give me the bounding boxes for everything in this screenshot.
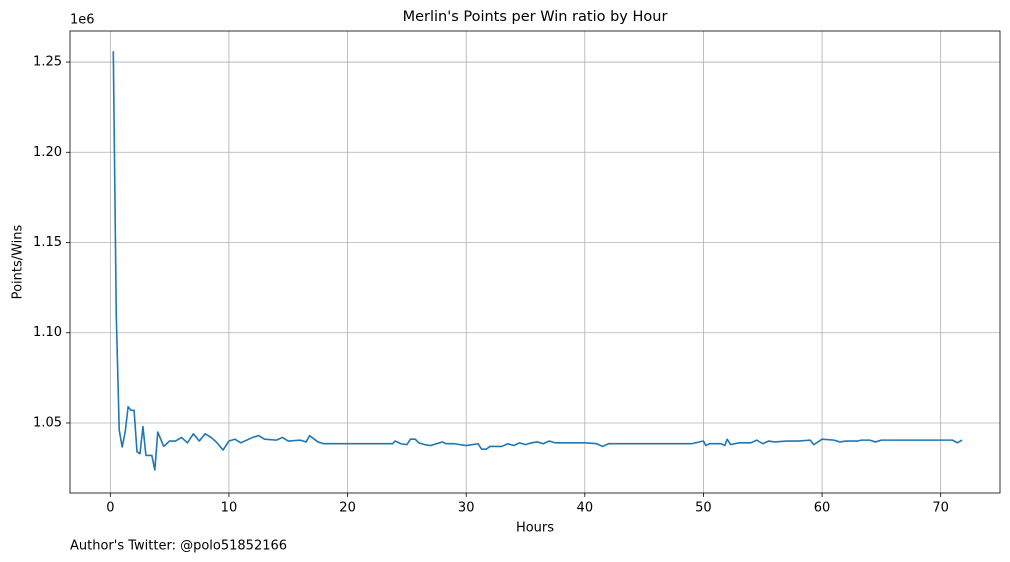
- x-axis-label: Hours: [516, 521, 554, 536]
- x-tick-label: 0: [106, 501, 114, 516]
- y-tick-label: 1.25: [33, 55, 62, 70]
- x-tick-label: 60: [814, 501, 831, 516]
- y-tick-label: 1.15: [33, 235, 62, 250]
- data-line: [112, 51, 963, 471]
- x-tick-label: 30: [458, 501, 475, 516]
- y-axis-label: Points/Wins: [11, 224, 26, 299]
- y-tick-label: 1.05: [33, 415, 62, 430]
- plot-frame: [69, 30, 1001, 494]
- x-tick-label: 70: [932, 501, 949, 516]
- y-tick-label: 1.20: [33, 145, 62, 160]
- x-tick-label: 50: [695, 501, 712, 516]
- x-tick-label: 40: [577, 501, 594, 516]
- x-tick-label: 20: [339, 501, 356, 516]
- y-tick-label: 1.10: [33, 325, 62, 340]
- footnote: Author's Twitter: @polo51852166: [70, 539, 287, 554]
- x-tick-label: 10: [221, 501, 238, 516]
- y-offset: 1e6: [70, 13, 95, 28]
- chart-title: Merlin's Points per Win ratio by Hour: [403, 9, 668, 25]
